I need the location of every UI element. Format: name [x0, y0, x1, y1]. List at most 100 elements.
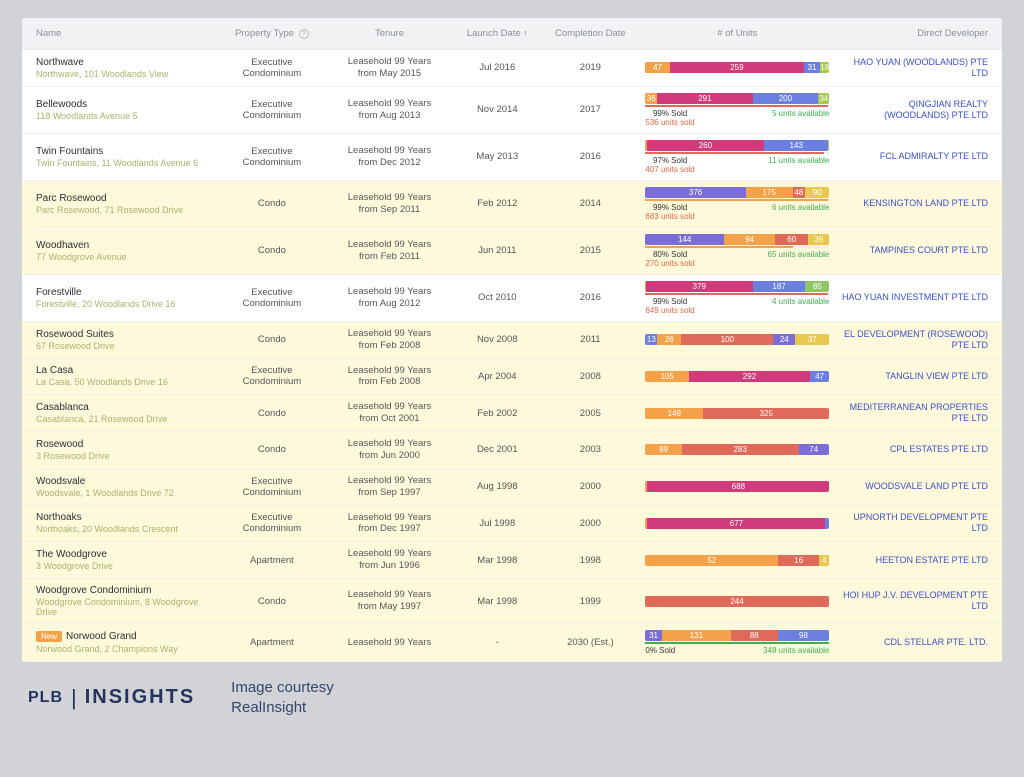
- sold-pct: 99% Sold: [645, 203, 694, 212]
- property-address[interactable]: Northoaks, 20 Woodlands Crescent: [36, 524, 212, 534]
- property-address[interactable]: Casablanca, 21 Rosewood Drive: [36, 414, 212, 424]
- bar-segment: 105: [645, 371, 689, 382]
- developer-link[interactable]: HEETON ESTATE PTE LTD: [876, 555, 988, 565]
- developer-link[interactable]: TAMPINES COURT PTE LTD: [870, 245, 988, 255]
- bar-segment: 89: [645, 444, 682, 455]
- developer-link[interactable]: KENSINGTON LAND PTE LTD: [863, 198, 988, 208]
- sold-count: 270 units sold: [645, 259, 694, 268]
- sold-count: 683 units sold: [645, 212, 694, 221]
- property-address[interactable]: Parc Rosewood, 71 Rosewood Drive: [36, 205, 212, 215]
- developer-link[interactable]: WOODSVALE LAND PTE LTD: [865, 481, 988, 491]
- property-address[interactable]: 3 Rosewood Drive: [36, 451, 212, 461]
- developer-link[interactable]: HAO YUAN (WOODLANDS) PTE LTD: [854, 57, 988, 78]
- bar-segment: 244: [645, 596, 828, 607]
- units-cell: 149325: [639, 395, 835, 432]
- completion-date: 1998: [541, 542, 639, 579]
- tenure: Leasehold 99 Yearsfrom Sep 2011: [326, 180, 453, 227]
- units-cell: 10529247: [639, 358, 835, 395]
- credit-line-1: Image courtesy: [231, 678, 334, 698]
- developer-link[interactable]: FCL ADMIRALTY PTE LTD: [880, 151, 988, 161]
- table-row[interactable]: ForestvilleForestville, 20 Woodlands Dri…: [22, 274, 1002, 321]
- property-address[interactable]: Woodgrove Condominium, 8 Woodgrove Drive: [36, 597, 212, 617]
- bar-segment: 4: [819, 555, 829, 566]
- tenure: Leasehold 99 Yearsfrom Aug 2013: [326, 86, 453, 133]
- table-row[interactable]: Woodhaven77 Woodgrove AvenueCondoLeaseho…: [22, 227, 1002, 274]
- units-available: 5 units available: [772, 109, 829, 127]
- developer-link[interactable]: CDL STELLAR PTE. LTD.: [884, 637, 988, 647]
- launch-date: Apr 2004: [453, 358, 541, 395]
- property-address[interactable]: 118 Woodlands Avenue 5: [36, 111, 212, 121]
- bar-segment: 60: [775, 234, 808, 245]
- table-row[interactable]: Bellewoods118 Woodlands Avenue 5 Executiv…: [22, 86, 1002, 133]
- table-row[interactable]: The Woodgrove3 Woodgrove DriveApartmentL…: [22, 542, 1002, 579]
- completion-date: 2014: [541, 180, 639, 227]
- units-bar: 144946039: [645, 234, 829, 245]
- completion-date: 2008: [541, 358, 639, 395]
- property-type: Executive Condominium: [218, 133, 326, 180]
- col-header[interactable]: Name: [22, 18, 218, 50]
- sold-pct: 80% Sold: [645, 250, 694, 259]
- table-row[interactable]: La CasaLa Casa, 50 Woodlands Drive 16Exe…: [22, 358, 1002, 395]
- tenure: Leasehold 99 Yearsfrom Jun 1996: [326, 542, 453, 579]
- property-address[interactable]: Woodsvale, 1 Woodlands Drive 72: [36, 488, 212, 498]
- property-type: Executive Condominium: [218, 50, 326, 87]
- col-header[interactable]: Launch Date ↑: [453, 18, 541, 50]
- property-address[interactable]: 67 Rosewood Drive: [36, 341, 212, 351]
- table-row[interactable]: Rosewood Suites67 Rosewood DriveCondoLea…: [22, 321, 1002, 358]
- table-row[interactable]: CasablancaCasablanca, 21 Rosewood DriveC…: [22, 395, 1002, 432]
- property-address[interactable]: Northwave, 101 Woodlands View: [36, 69, 212, 79]
- developer-link[interactable]: UPNORTH DEVELOPMENT PTE LTD: [853, 512, 988, 533]
- table-row[interactable]: Parc RosewoodParc Rosewood, 71 Rosewood …: [22, 180, 1002, 227]
- developer-link[interactable]: CPL ESTATES PTE LTD: [890, 444, 988, 454]
- property-name: Forestville: [36, 287, 212, 298]
- table-row[interactable]: NorthwaveNorthwave, 101 Woodlands ViewEx…: [22, 50, 1002, 87]
- property-address[interactable]: 77 Woodgrove Avenue: [36, 252, 212, 262]
- property-address[interactable]: La Casa, 50 Woodlands Drive 16: [36, 377, 212, 387]
- credit-line-2: RealInsight: [231, 698, 334, 718]
- table-row[interactable]: NorthoaksNorthoaks, 20 Woodlands Crescen…: [22, 505, 1002, 542]
- units-cell: 13261002437: [639, 321, 835, 358]
- units-cell: 677: [639, 505, 835, 542]
- property-name: Bellewoods: [36, 99, 212, 110]
- bar-segment: 200: [753, 93, 819, 104]
- bar-segment: 175: [746, 187, 793, 198]
- developer-link[interactable]: EL DEVELOPMENT (ROSEWOOD) PTE LTD: [844, 329, 988, 350]
- bar-segment: 47: [810, 371, 829, 382]
- launch-date: Oct 2010: [453, 274, 541, 321]
- col-header[interactable]: Direct Developer: [835, 18, 1002, 50]
- table-row[interactable]: NewNorwood GrandNorwood Grand, 2 Champio…: [22, 624, 1002, 662]
- bar-segment: 677: [647, 518, 825, 529]
- launch-date: Nov 2008: [453, 321, 541, 358]
- table-row[interactable]: WoodsvaleWoodsvale, 1 Woodlands Drive 72…: [22, 468, 1002, 505]
- table-row[interactable]: Woodgrove CondominiumWoodgrove Condomini…: [22, 579, 1002, 624]
- col-header[interactable]: Completion Date: [541, 18, 639, 50]
- property-address[interactable]: Twin Fountains, 11 Woodlands Avenue 6: [36, 158, 212, 168]
- property-type: Apartment: [218, 624, 326, 662]
- completion-date: 2019: [541, 50, 639, 87]
- developer-link[interactable]: HOI HUP J.V. DEVELOPMENT PTE LTD: [843, 590, 988, 611]
- property-type: Executive Condominium: [218, 86, 326, 133]
- developer-link[interactable]: HAO YUAN INVESTMENT PTE LTD: [842, 292, 988, 302]
- col-header[interactable]: Tenure: [326, 18, 453, 50]
- col-header[interactable]: # of Units: [639, 18, 835, 50]
- property-address[interactable]: 3 Woodgrove Drive: [36, 561, 212, 571]
- bar-segment: 131: [662, 630, 731, 641]
- developer-link[interactable]: MEDITERRANEAN PROPERTIES PTE LTD: [850, 402, 988, 423]
- units-cell: 376175489099% Sold683 units sold6 units …: [639, 180, 835, 227]
- col-header[interactable]: Property Type ?: [218, 18, 326, 50]
- table-row[interactable]: Twin FountainsTwin Fountains, 11 Woodlan…: [22, 133, 1002, 180]
- bar-segment: 149: [645, 408, 703, 419]
- bar-segment: 34: [818, 93, 829, 104]
- developer-link[interactable]: TANGLIN VIEW PTE LTD: [885, 371, 988, 381]
- developer-link[interactable]: QINGJIAN REALTY (WOODLANDS) PTE LTD: [884, 99, 988, 120]
- property-address[interactable]: Norwood Grand, 2 Champions Way: [36, 644, 212, 654]
- bar-segment: 85: [805, 281, 829, 292]
- tenure: Leasehold 99 Yearsfrom Feb 2008: [326, 321, 453, 358]
- units-bar: 13261002437: [645, 334, 829, 345]
- property-address[interactable]: Forestville, 20 Woodlands Drive 16: [36, 299, 212, 309]
- bar-segment: 143: [764, 140, 828, 151]
- info-icon[interactable]: ?: [299, 29, 309, 39]
- tenure: Leasehold 99 Years: [326, 624, 453, 662]
- table-row[interactable]: Rosewood3 Rosewood DriveCondoLeasehold 9…: [22, 432, 1002, 469]
- units-cell: 8928374: [639, 432, 835, 469]
